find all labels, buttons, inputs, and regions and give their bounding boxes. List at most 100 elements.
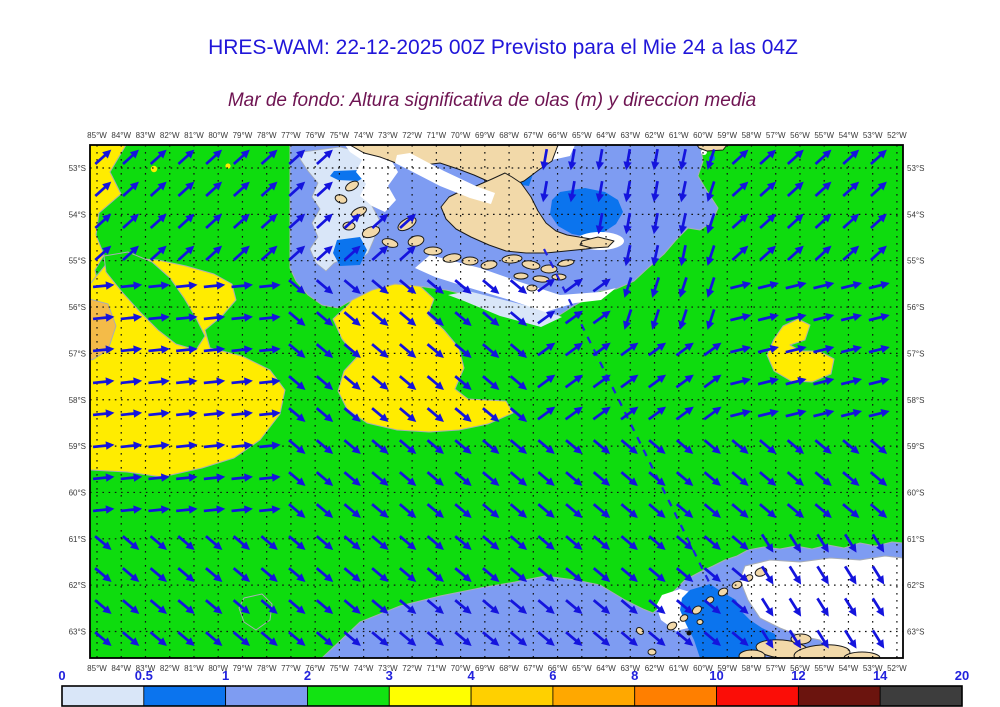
lon-label-top: 61°W: [669, 131, 689, 140]
colorbar-segment: [552, 685, 636, 707]
land-islet: [635, 627, 645, 635]
wave-arrow: [177, 599, 195, 615]
colorbar-value: 12: [791, 668, 805, 683]
wave-arrow: [120, 409, 143, 418]
wave-arrow: [203, 473, 226, 482]
wave-arrow: [454, 439, 472, 455]
wave-arrow: [623, 277, 633, 298]
wave-arrow: [288, 407, 306, 423]
wave-arrow: [371, 343, 389, 359]
wave-arrow: [343, 439, 361, 455]
lon-label-bottom: 78°W: [257, 664, 277, 673]
lon-label-bottom: 52°W: [887, 664, 907, 673]
wave-arrow: [731, 245, 749, 262]
wave-arrow: [371, 503, 389, 519]
wave-arrow: [759, 149, 777, 166]
wave-arrow: [678, 180, 687, 203]
lon-label-bottom: 64°W: [596, 664, 616, 673]
wave-arrow: [650, 309, 661, 330]
wave-arrow: [426, 439, 444, 455]
lon-label-bottom: 62°W: [645, 664, 665, 673]
lon-label-top: 57°W: [766, 131, 786, 140]
wave-arrow: [398, 375, 417, 391]
wave-arrow: [203, 313, 226, 322]
wave-arrow: [205, 181, 223, 198]
wave-arrow: [565, 631, 583, 647]
wave-arrow: [122, 149, 139, 166]
green-tongue: [103, 251, 206, 351]
wave-arrow: [92, 313, 115, 322]
wave-arrow: [540, 148, 549, 171]
wave-arrow: [371, 535, 389, 551]
wave-arrow: [288, 535, 306, 551]
wave-height-map: [90, 145, 903, 658]
wave-arrow: [814, 439, 832, 455]
wave-arrow: [648, 535, 666, 551]
wave-arrow: [568, 148, 577, 171]
colorbar-segment: [388, 685, 472, 707]
wave-arrow: [816, 565, 829, 585]
wave-arrow: [92, 441, 115, 450]
wave-arrow: [203, 505, 226, 514]
lat-label-left: 55°S: [69, 257, 86, 266]
wave-arrow: [398, 311, 417, 327]
wave-arrow: [426, 599, 444, 615]
wave-arrow: [678, 277, 688, 298]
wave-arrow: [205, 149, 223, 166]
wave-arrow: [647, 342, 667, 357]
wave-arrow: [232, 245, 250, 262]
wave-arrow: [843, 597, 857, 617]
lon-label-bottom: 83°W: [136, 664, 156, 673]
wave-arrow: [454, 407, 472, 423]
wave-arrow: [454, 535, 472, 551]
wave-arrow: [148, 441, 170, 450]
wave-arrow: [315, 599, 334, 615]
wave-arrow: [288, 311, 306, 327]
wave-arrow: [231, 441, 253, 450]
wave-arrow: [177, 213, 195, 230]
wave-arrow: [316, 181, 333, 198]
wave-arrow: [568, 180, 577, 203]
wave-arrow: [232, 599, 251, 615]
wave-arrow: [426, 631, 444, 647]
lon-label-bottom: 65°W: [572, 664, 592, 673]
wave-arrow: [564, 278, 584, 293]
white-fjords: [345, 145, 398, 212]
wave-arrow: [620, 567, 638, 583]
land-shetland-island: [717, 587, 729, 597]
wave-arrow: [675, 406, 694, 421]
wave-arrow: [788, 597, 802, 617]
wave-arrow: [343, 567, 361, 583]
wave-arrow: [121, 631, 140, 647]
wave-arrow: [703, 439, 721, 455]
wave-arrow: [288, 503, 306, 519]
wave-arrow: [623, 244, 632, 267]
wave-arrow: [205, 567, 223, 583]
wave-arrow: [315, 311, 334, 327]
wave-arrow: [759, 503, 777, 519]
lon-label-bottom: 66°W: [548, 664, 568, 673]
wave-arrow: [730, 376, 752, 386]
wave-arrow: [650, 277, 661, 298]
lat-label-left: 54°S: [69, 210, 86, 219]
blue-05-1m-south: [680, 584, 777, 658]
wave-arrow: [454, 631, 472, 647]
wave-arrow: [260, 567, 278, 583]
wave-arrow: [870, 213, 887, 230]
wave-arrow: [592, 471, 611, 487]
lat-label-right: 56°S: [907, 303, 924, 312]
wave-arrow: [94, 245, 112, 262]
wave-arrow: [731, 213, 749, 230]
wave-arrow: [482, 311, 500, 327]
wave-arrow: [814, 213, 832, 230]
wave-arrow: [706, 309, 716, 330]
wave-arrow: [177, 631, 195, 647]
colorbar-segment: [797, 685, 881, 707]
wave-arrow: [203, 345, 226, 354]
lon-label-bottom: 67°W: [523, 664, 543, 673]
wave-arrow: [592, 503, 611, 519]
wave-arrow: [759, 213, 777, 230]
wave-arrow: [843, 629, 857, 649]
wave-arrow: [620, 471, 638, 487]
